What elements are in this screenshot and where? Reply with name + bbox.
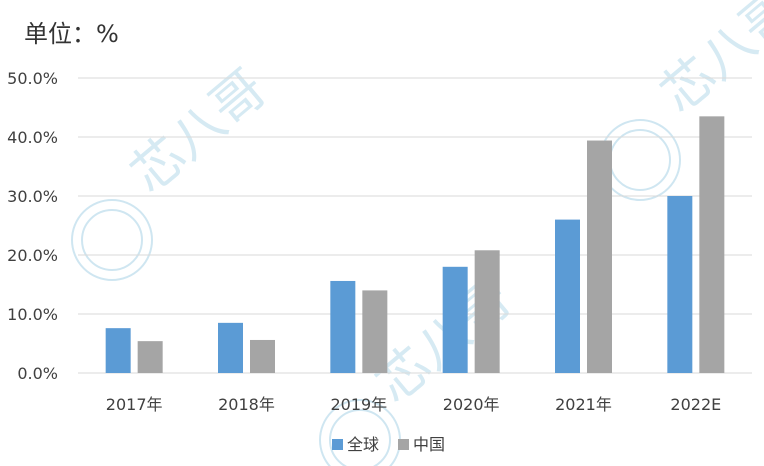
watermark-logo-inner-icon [81,209,143,271]
bar-global [667,196,693,373]
x-axis-labels: 2017年 2018年 2019年 2020年 2021年 2022E [106,395,721,414]
watermark-text: 芯八哥 [120,59,278,205]
bar-china [250,339,275,373]
y-tick-label: 50.0% [7,69,58,88]
watermark-layer: 芯八哥芯八哥芯八哥 [71,0,764,466]
bar-china [362,290,388,373]
bar-global [330,280,356,373]
legend: 全球 中国 [332,435,445,454]
legend-swatch-global [332,439,343,450]
y-tick-label: 20.0% [7,246,58,265]
bar-china [474,250,500,373]
legend-swatch-china [398,439,409,450]
watermark-logo-inner-icon [329,409,391,466]
x-tick-label: 2022E [670,395,721,414]
bar-china [699,116,725,373]
legend-label-global: 全球 [347,435,379,454]
bar-global [218,322,243,373]
x-tick-label: 2020年 [443,395,500,414]
y-tick-label: 40.0% [7,128,58,147]
unit-label: 单位：% [24,20,119,48]
x-tick-label: 2021年 [555,395,612,414]
x-tick-label: 2017年 [106,395,163,414]
watermark-text: 芯八哥 [650,0,764,125]
legend-label-china: 中国 [413,435,445,454]
bar-china [137,341,163,373]
watermark-logo-inner-icon [609,129,671,191]
bar-global [105,328,131,373]
bars [105,116,725,373]
x-tick-label: 2018年 [218,395,275,414]
bar-global [442,266,468,373]
watermark-logo-icon [71,199,153,281]
grid-lines [78,77,752,374]
y-tick-label: 30.0% [7,187,58,206]
bar-china [587,140,612,373]
y-axis-ticks: 0.0% 10.0% 20.0% 30.0% 40.0% 50.0% [7,69,58,383]
x-tick-label: 2019年 [330,395,387,414]
bar-global [555,219,580,373]
y-tick-label: 10.0% [7,305,58,324]
y-tick-label: 0.0% [17,364,58,383]
